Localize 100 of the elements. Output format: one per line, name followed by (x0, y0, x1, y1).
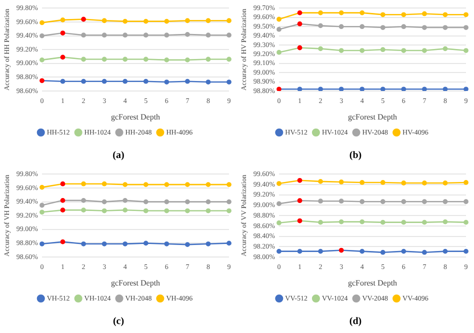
point (81, 181, 86, 186)
point (297, 21, 302, 26)
point (60, 208, 66, 213)
point (442, 46, 448, 52)
point (164, 80, 170, 84)
point (401, 199, 406, 204)
point (360, 199, 365, 204)
point (318, 220, 323, 225)
point (442, 219, 448, 224)
point (164, 208, 170, 214)
x-axis-title: gcForest Depth (348, 112, 398, 122)
point (122, 182, 128, 187)
point (143, 208, 148, 214)
point (226, 18, 232, 24)
point (464, 86, 468, 91)
point (102, 18, 107, 24)
point (276, 181, 282, 186)
point (464, 180, 468, 185)
point (297, 45, 302, 50)
point (338, 86, 344, 91)
point (401, 48, 406, 53)
point (143, 78, 148, 84)
point (122, 241, 128, 246)
point (206, 241, 211, 246)
point (422, 250, 427, 255)
point (226, 208, 232, 214)
point (360, 219, 365, 224)
point (226, 56, 232, 62)
point (60, 198, 66, 203)
point (40, 78, 44, 84)
point (102, 32, 107, 38)
point (206, 32, 211, 38)
point (40, 58, 44, 62)
point (401, 248, 406, 254)
point (276, 26, 282, 32)
point (164, 58, 170, 62)
point (442, 199, 448, 204)
point (60, 17, 66, 22)
point (184, 199, 190, 204)
text: (d) (348, 315, 363, 329)
point (143, 199, 148, 204)
point (380, 86, 386, 91)
point (318, 178, 323, 184)
point (60, 239, 66, 244)
point (206, 56, 211, 62)
point (297, 248, 302, 254)
point (40, 241, 44, 246)
point (206, 208, 211, 214)
point (464, 25, 468, 30)
point (226, 182, 232, 187)
point (380, 250, 386, 255)
point (297, 198, 302, 204)
point (122, 18, 128, 24)
text: (c) (112, 315, 126, 329)
point (81, 56, 86, 62)
point (40, 33, 44, 38)
point (401, 86, 406, 91)
point (338, 198, 344, 204)
point (143, 182, 148, 187)
point (338, 248, 344, 253)
point (206, 80, 211, 84)
point (102, 241, 107, 246)
point (184, 58, 190, 62)
point (164, 18, 170, 24)
text: (a) (112, 149, 126, 163)
point (276, 220, 282, 226)
point (360, 248, 365, 254)
point (380, 47, 386, 52)
point (338, 24, 344, 30)
point (206, 199, 211, 204)
point (380, 220, 386, 225)
point (401, 180, 406, 186)
point (122, 56, 128, 62)
point (318, 198, 323, 204)
point (226, 80, 232, 84)
point (464, 248, 468, 254)
point (401, 24, 406, 30)
point (143, 18, 148, 24)
point (401, 12, 406, 18)
point (102, 199, 107, 204)
point (318, 86, 323, 91)
point (206, 18, 211, 24)
point (164, 182, 170, 187)
point (81, 241, 86, 246)
point (422, 86, 427, 91)
point (81, 78, 86, 84)
point (81, 198, 86, 203)
point (122, 198, 128, 203)
point (102, 78, 107, 84)
point (422, 11, 427, 16)
point (276, 248, 282, 254)
point (318, 10, 323, 16)
point (338, 10, 344, 16)
point (60, 54, 66, 60)
point (102, 181, 107, 186)
point (184, 32, 190, 37)
point (164, 32, 170, 38)
point (60, 30, 66, 36)
point (464, 220, 468, 225)
point (164, 199, 170, 204)
